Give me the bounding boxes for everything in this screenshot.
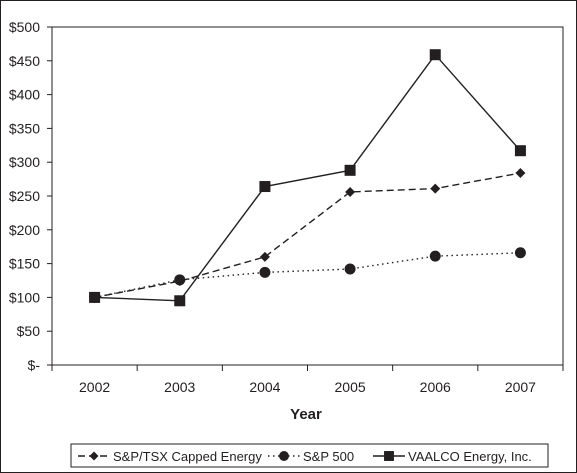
x-tick-label: 2005 (335, 379, 366, 395)
data-point (174, 295, 186, 307)
x-axis-title: Year (290, 406, 322, 423)
y-tick-label: $350 (9, 120, 40, 136)
legend-label: S&P 500 (303, 449, 354, 464)
data-point (344, 164, 356, 176)
legend-label: VAALCO Energy, Inc. (408, 449, 532, 464)
y-tick-label: $250 (9, 188, 40, 204)
y-tick-label: $150 (9, 256, 40, 272)
y-tick-label: $- (28, 357, 41, 373)
data-point (89, 291, 101, 303)
y-tick-label: $400 (9, 87, 40, 103)
series-3 (89, 49, 526, 307)
data-point (515, 168, 526, 179)
x-axis: 2002 2003 2004 2005 2006 2007 (51, 365, 564, 395)
y-tick-label: $100 (9, 289, 40, 305)
x-tick-label: 2006 (420, 379, 451, 395)
data-point (429, 49, 441, 61)
legend-item: VAALCO Energy, Inc. (373, 449, 532, 464)
legend-marker (384, 451, 394, 461)
data-point (514, 145, 526, 157)
y-tick-label: $50 (17, 323, 41, 339)
legend-marker (89, 451, 99, 461)
series-2 (89, 247, 526, 303)
data-point (174, 274, 186, 286)
series-layer (89, 49, 526, 307)
legend-item: S&P/TSX Capped Energy (78, 449, 262, 464)
data-point (259, 251, 270, 262)
series-line (94, 172, 521, 299)
series-line (94, 252, 521, 299)
legend: S&P/TSX Capped Energy S&P 500 VAALCO Energ… (70, 443, 549, 468)
legend-box (70, 443, 549, 468)
plot-area (51, 26, 564, 366)
y-tick-label: $450 (9, 53, 40, 69)
x-tick-label: 2004 (249, 379, 280, 395)
plot-border (51, 26, 564, 366)
series-1 (89, 168, 526, 303)
y-tick-label: $300 (9, 154, 40, 170)
data-point (429, 250, 441, 262)
data-point (514, 247, 526, 259)
data-point (345, 186, 356, 197)
legend-item: S&P 500 (268, 449, 354, 464)
data-point (344, 263, 356, 275)
x-tick-label: 2002 (79, 379, 110, 395)
y-tick-label: $500 (9, 19, 40, 35)
y-axis: $- $50 $100 $150 $200 $250 $300 $350 $400 $450 $50… (9, 19, 52, 373)
data-point (259, 181, 271, 193)
legend-marker (279, 451, 289, 461)
data-point (430, 183, 441, 194)
y-tick-label: $200 (9, 222, 40, 238)
data-point (259, 266, 271, 278)
x-tick-label: 2003 (164, 379, 195, 395)
x-tick-label: 2007 (505, 379, 536, 395)
series-line (94, 53, 521, 302)
legend-label: S&P/TSX Capped Energy (113, 449, 262, 464)
